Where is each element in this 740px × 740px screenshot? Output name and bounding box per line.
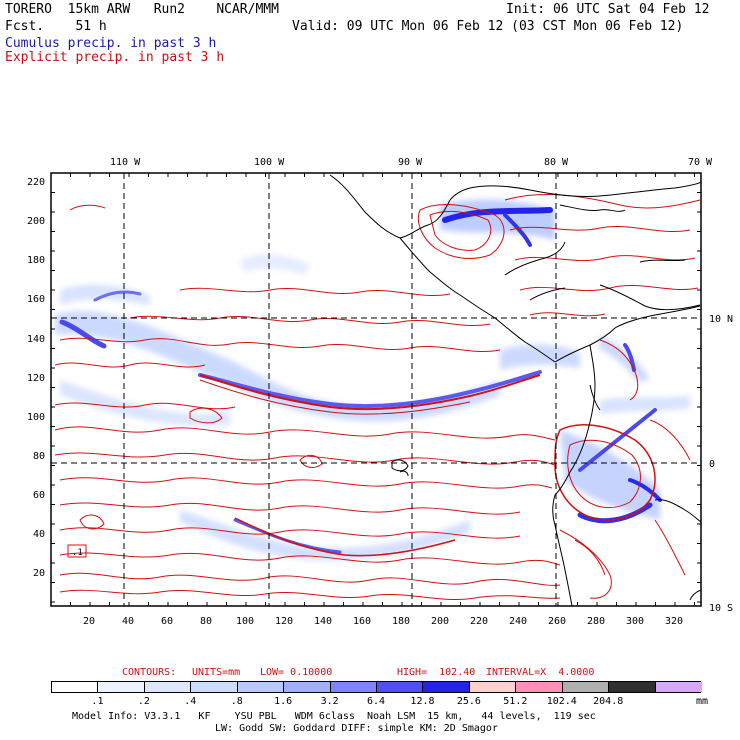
legend-explicit-precip: Explicit precip. in past 3 h: [5, 50, 225, 65]
footer-physics-info: LW: Godd SW: Goddard DIFF: simple KM: 2D…: [215, 723, 498, 734]
y-tick-label: 80: [33, 451, 45, 462]
colorbar-swatch: [609, 682, 656, 692]
colorbar-label: 1.6: [274, 696, 293, 707]
x-tick-label: 20: [83, 616, 95, 627]
header-forecast-hour: Fcst. 51 h: [5, 19, 107, 34]
colorbar-label: 25.6: [456, 696, 481, 707]
header-valid-time: Valid: 09 UTC Mon 06 Feb 12 (03 CST Mon …: [292, 19, 684, 34]
lon-label: 100 W: [254, 157, 285, 168]
contour-info-low: LOW= 0.10000: [260, 667, 333, 678]
y-tick-label: 20: [33, 568, 45, 579]
x-tick-label: 180: [392, 616, 410, 627]
footer-model-info: Model Info: V3.3.1 KF YSU PBL WDM 6class…: [72, 711, 596, 722]
latlon-grid: [51, 173, 701, 606]
contour-info-units: UNITS=mm: [192, 667, 241, 678]
colorbar-swatch: [98, 682, 145, 692]
y-tick-label: 140: [27, 334, 45, 345]
colorbar-swatch: [562, 682, 610, 692]
y-tick-label: 180: [27, 255, 45, 266]
x-tick-label: 140: [314, 616, 332, 627]
colorbar-swatch: [655, 682, 702, 692]
x-tick-label: 80: [200, 616, 212, 627]
colorbar-swatch: [237, 682, 285, 692]
y-tick-labels: 220 200 180 160 140 120 100 80 60 40 20: [27, 177, 45, 579]
contour-info-interval: INTERVAL=X 4.0000: [486, 667, 595, 678]
contour-info-label: CONTOURS:: [122, 667, 177, 678]
colorbar-swatch: [191, 682, 238, 692]
colorbar-swatch: [516, 682, 563, 692]
contour-info-high: HIGH= 102.40: [397, 667, 476, 678]
map-frame: [50, 172, 702, 607]
y-tick-label: 60: [33, 490, 45, 501]
x-tick-label: 40: [122, 616, 134, 627]
colorbar-swatch: [52, 682, 99, 692]
colorbar-label: .8: [230, 696, 243, 707]
legend-cumulus-precip: Cumulus precip. in past 3 h: [5, 36, 217, 51]
colorbar-label: .2: [137, 696, 150, 707]
colorbar-label: .1: [91, 696, 104, 707]
x-tick-label: 120: [275, 616, 293, 627]
contour-box-label: .1: [72, 548, 83, 558]
colorbar-label: 6.4: [367, 696, 386, 707]
colorbar-swatch: [469, 682, 517, 692]
colorbar-swatch: [144, 682, 192, 692]
colorbar-label: 3.2: [320, 696, 339, 707]
x-tick-label: 300: [626, 616, 644, 627]
precip-colorbar: [51, 681, 702, 693]
x-tick-label: 160: [353, 616, 371, 627]
lon-label: 80 W: [544, 157, 569, 168]
header-init-time: Init: 06 UTC Sat 04 Feb 12: [506, 2, 710, 17]
x-tick-label: 280: [587, 616, 605, 627]
colorbar-label: 12.8: [410, 696, 435, 707]
x-tick-label: 60: [161, 616, 173, 627]
colorbar-label: 204.8: [593, 696, 624, 707]
x-tick-label: 260: [548, 616, 566, 627]
lat-label: 10 N: [709, 314, 733, 325]
colorbar-swatch: [330, 682, 377, 692]
colorbar-swatch: [377, 682, 424, 692]
y-tick-label: 40: [33, 529, 45, 540]
lon-label: 70 W: [688, 157, 713, 168]
colorbar-swatch: [284, 682, 331, 692]
x-tick-label: 220: [470, 616, 488, 627]
colorbar-label: .4: [184, 696, 197, 707]
lon-label: 110 W: [110, 157, 141, 168]
lat-labels: 10 N 0 10 S: [709, 314, 733, 614]
colorbar-swatch: [423, 682, 470, 692]
header-model-run: TORERO 15km ARW Run2 NCAR/MMM: [5, 2, 279, 17]
explicit-precip-contours: [54, 194, 701, 601]
x-tick-label: 320: [665, 616, 683, 627]
x-tick-label: 100: [236, 616, 254, 627]
y-tick-label: 100: [27, 412, 45, 423]
lon-labels: 110 W 100 W 90 W 80 W 70 W: [110, 157, 713, 168]
colorbar-label: 102.4: [546, 696, 577, 707]
lon-label: 90 W: [398, 157, 423, 168]
colorbar-unit: mm: [696, 696, 709, 707]
y-tick-label: 160: [27, 294, 45, 305]
x-tick-label: 240: [509, 616, 527, 627]
colorbar-label: 51.2: [503, 696, 528, 707]
x-tick-label: 200: [431, 616, 449, 627]
lat-label: 10 S: [709, 603, 733, 614]
lat-label: 0: [709, 459, 715, 470]
y-tick-label: 220: [27, 177, 45, 188]
coastlines: [329, 174, 701, 606]
y-tick-label: 200: [27, 216, 45, 227]
y-tick-label: 120: [27, 373, 45, 384]
x-tick-labels: 20 40 60 80 100 120 140 160 180 200 220 …: [83, 616, 683, 627]
